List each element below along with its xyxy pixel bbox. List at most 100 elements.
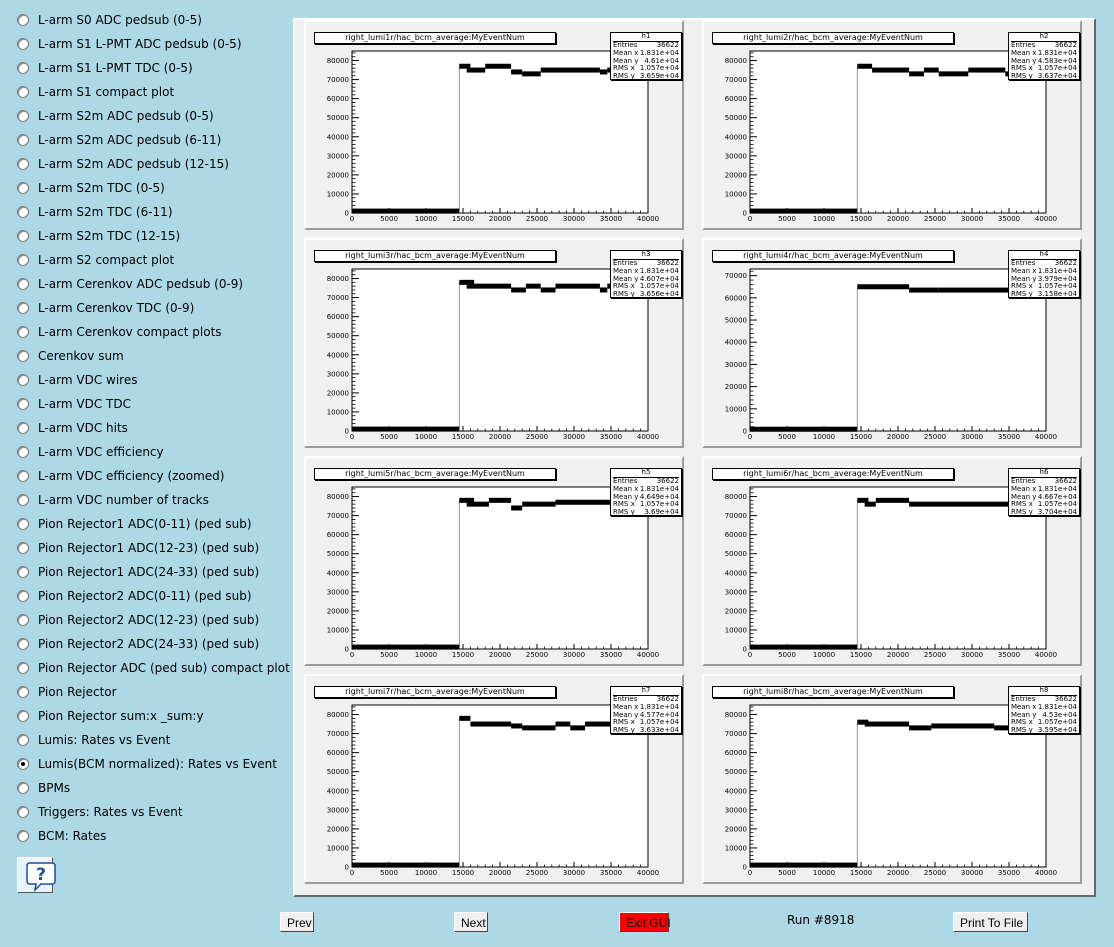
stats-value: 3.637e+04: [1037, 72, 1077, 81]
radio-unselected-icon[interactable]: [17, 494, 29, 506]
stats-value: 1.057e+04: [1037, 718, 1077, 727]
radio-unselected-icon[interactable]: [17, 158, 29, 170]
x-tick-label: 10000: [813, 433, 835, 441]
radio-unselected-icon[interactable]: [17, 782, 29, 794]
radio-unselected-icon[interactable]: [17, 590, 29, 602]
canvas-option-item[interactable]: Lumis(BCM normalized): Rates vs Event: [17, 754, 277, 774]
canvas-option-item[interactable]: Pion Rejector ADC (ped sub) compact plot: [17, 658, 290, 678]
radio-unselected-icon[interactable]: [17, 110, 29, 122]
radio-unselected-icon[interactable]: [17, 638, 29, 650]
radio-unselected-icon[interactable]: [17, 446, 29, 458]
histogram-pad-h3[interactable]: 0 5000 10000 15000 20000 25000 30000 35000 40000…: [304, 238, 684, 448]
y-tick-label: 30000: [327, 152, 349, 160]
histogram-pad-h1[interactable]: 0 5000 10000 15000 20000 25000 30000 35000 40000…: [304, 20, 684, 230]
canvas-option-label: L-arm S0 ADC pedsub (0-5): [38, 13, 202, 27]
prev-button[interactable]: Prev: [280, 912, 314, 932]
canvas-option-item[interactable]: L-arm S2m TDC (12-15): [17, 226, 180, 246]
stats-value: 1.831e+04: [1037, 266, 1077, 275]
canvas-option-item[interactable]: L-arm VDC efficiency (zoomed): [17, 466, 224, 486]
canvas-option-item[interactable]: BPMs: [17, 778, 70, 798]
canvas-option-item[interactable]: Triggers: Rates vs Event: [17, 802, 183, 822]
histogram-pad-h7[interactable]: 0 5000 10000 15000 20000 25000 30000 35000 40000…: [304, 674, 684, 884]
canvas-option-item[interactable]: L-arm VDC wires: [17, 370, 137, 390]
canvas-option-item[interactable]: L-arm S2m ADC pedsub (6-11): [17, 130, 221, 150]
radio-unselected-icon[interactable]: [17, 182, 29, 194]
radio-unselected-icon[interactable]: [17, 566, 29, 578]
canvas-option-item[interactable]: Pion Rejector1 ADC(12-23) (ped sub): [17, 538, 259, 558]
canvas-option-item[interactable]: Pion Rejector: [17, 682, 117, 702]
canvas-option-item[interactable]: L-arm S2m ADC pedsub (0-5): [17, 106, 214, 126]
help-button[interactable]: ?: [17, 857, 56, 893]
radio-unselected-icon[interactable]: [17, 38, 29, 50]
radio-unselected-icon[interactable]: [17, 206, 29, 218]
canvas-option-item[interactable]: L-arm VDC TDC: [17, 394, 131, 414]
histogram-pad-h2[interactable]: 0 5000 10000 15000 20000 25000 30000 35000 40000…: [702, 20, 1082, 230]
radio-unselected-icon[interactable]: [17, 542, 29, 554]
canvas-option-item[interactable]: L-arm S1 compact plot: [17, 82, 174, 102]
exit-gui-button[interactable]: Exit GUI: [619, 912, 671, 932]
canvas-option-item[interactable]: L-arm S1 L-PMT ADC pedsub (0-5): [17, 34, 242, 54]
radio-unselected-icon[interactable]: [17, 302, 29, 314]
radio-unselected-icon[interactable]: [17, 422, 29, 434]
canvas-option-item[interactable]: Cerenkov sum: [17, 346, 124, 366]
stats-value: 1.831e+04: [1037, 484, 1077, 493]
next-button[interactable]: Next: [454, 912, 488, 932]
canvas-option-item[interactable]: L-arm Cerenkov ADC pedsub (0-9): [17, 274, 243, 294]
canvas-option-item[interactable]: L-arm Cerenkov compact plots: [17, 322, 222, 342]
radio-unselected-icon[interactable]: [17, 686, 29, 698]
canvas-option-label: Pion Rejector1 ADC(24-33) (ped sub): [38, 565, 260, 579]
print-to-file-button[interactable]: Print To File: [953, 912, 1028, 932]
canvas-option-item[interactable]: L-arm VDC hits: [17, 418, 128, 438]
radio-unselected-icon[interactable]: [17, 614, 29, 626]
radio-unselected-icon[interactable]: [17, 398, 29, 410]
x-tick-label: 35000: [600, 651, 622, 659]
radio-unselected-icon[interactable]: [17, 134, 29, 146]
canvas-option-item[interactable]: L-arm S2m TDC (6-11): [17, 202, 173, 222]
radio-unselected-icon[interactable]: [17, 326, 29, 338]
histogram-pad-h6[interactable]: 0 5000 10000 15000 20000 25000 30000 35000 40000…: [702, 456, 1082, 666]
radio-unselected-icon[interactable]: [17, 254, 29, 266]
radio-unselected-icon[interactable]: [17, 86, 29, 98]
histogram-pad-h5[interactable]: 0 5000 10000 15000 20000 25000 30000 35000 40000…: [304, 456, 684, 666]
radio-unselected-icon[interactable]: [17, 470, 29, 482]
canvas-option-item[interactable]: L-arm Cerenkov TDC (0-9): [17, 298, 194, 318]
scatter-band: [856, 66, 858, 212]
canvas-option-item[interactable]: Pion Rejector2 ADC(0-11) (ped sub): [17, 586, 252, 606]
canvas-option-item[interactable]: Pion Rejector2 ADC(12-23) (ped sub): [17, 610, 259, 630]
stats-value: 3.633e+04: [639, 726, 679, 735]
canvas-option-item[interactable]: L-arm S1 L-PMT TDC (0-5): [17, 58, 193, 78]
scatter-band: [938, 71, 969, 77]
canvas-option-item[interactable]: L-arm VDC efficiency: [17, 442, 164, 462]
canvas-option-label: L-arm S2m TDC (0-5): [38, 181, 165, 195]
radio-unselected-icon[interactable]: [17, 710, 29, 722]
canvas-option-item[interactable]: L-arm S2m TDC (0-5): [17, 178, 165, 198]
radio-unselected-icon[interactable]: [17, 830, 29, 842]
scatter-band: [555, 499, 648, 505]
canvas-option-item[interactable]: Pion Rejector sum:x _sum:y: [17, 706, 204, 726]
radio-unselected-icon[interactable]: [17, 374, 29, 386]
canvas-option-item[interactable]: L-arm S0 ADC pedsub (0-5): [17, 10, 202, 30]
radio-unselected-icon[interactable]: [17, 14, 29, 26]
radio-unselected-icon[interactable]: [17, 734, 29, 746]
radio-unselected-icon[interactable]: [17, 350, 29, 362]
radio-unselected-icon[interactable]: [17, 230, 29, 242]
canvas-option-item[interactable]: L-arm VDC number of tracks: [17, 490, 209, 510]
radio-unselected-icon[interactable]: [17, 662, 29, 674]
canvas-option-item[interactable]: L-arm S2m ADC pedsub (12-15): [17, 154, 229, 174]
canvas-option-item[interactable]: BCM: Rates: [17, 826, 106, 846]
canvas-option-item[interactable]: Pion Rejector1 ADC(0-11) (ped sub): [17, 514, 252, 534]
canvas-option-item[interactable]: Lumis: Rates vs Event: [17, 730, 170, 750]
stats-value: 1.057e+04: [1037, 282, 1077, 291]
histogram-pad-h4[interactable]: 0 5000 10000 15000 20000 25000 30000 35000 40000…: [702, 238, 1082, 448]
x-tick-label: 0: [748, 433, 752, 441]
histogram-pad-h8[interactable]: 0 5000 10000 15000 20000 25000 30000 35000 40000…: [702, 674, 1082, 884]
radio-unselected-icon[interactable]: [17, 62, 29, 74]
radio-unselected-icon[interactable]: [17, 806, 29, 818]
stats-row: Entries 36622: [613, 41, 679, 50]
radio-unselected-icon[interactable]: [17, 518, 29, 530]
radio-selected-icon[interactable]: [17, 758, 29, 770]
radio-unselected-icon[interactable]: [17, 278, 29, 290]
canvas-option-item[interactable]: Pion Rejector1 ADC(24-33) (ped sub): [17, 562, 259, 582]
canvas-option-item[interactable]: Pion Rejector2 ADC(24-33) (ped sub): [17, 634, 259, 654]
canvas-option-item[interactable]: L-arm S2 compact plot: [17, 250, 174, 270]
